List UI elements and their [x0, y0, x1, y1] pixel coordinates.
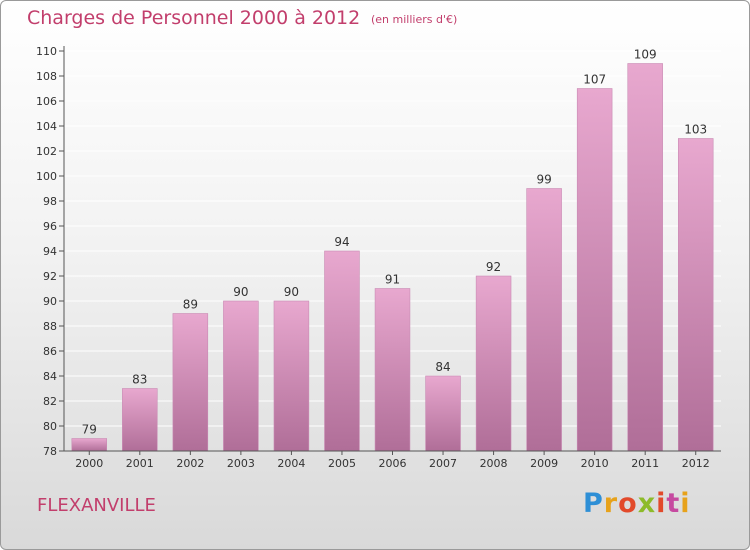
- x-tick-label-2010: 2010: [581, 457, 609, 470]
- x-tick-label-2003: 2003: [227, 457, 255, 470]
- value-label-2004: 90: [284, 285, 299, 299]
- bar-2002: [172, 313, 209, 452]
- value-label-2012: 103: [684, 123, 707, 137]
- value-label-2002: 89: [183, 298, 198, 312]
- value-label-2003: 90: [233, 285, 248, 299]
- value-labels: 79 83 89 90 90 94 91 84 92 99 107 109 103: [82, 48, 708, 437]
- y-tick-label: 108: [36, 70, 57, 83]
- value-label-2006: 91: [385, 273, 400, 287]
- chart-subtitle: (en milliers d'€): [371, 13, 458, 26]
- y-tick-label: 106: [36, 95, 57, 108]
- y-tick-label: 94: [43, 245, 57, 258]
- x-tick-label-2002: 2002: [176, 457, 204, 470]
- y-tick-label: 88: [43, 320, 57, 333]
- x-tick-label-2001: 2001: [126, 457, 154, 470]
- bar-2008: [475, 275, 512, 452]
- bar-2001: [122, 388, 158, 452]
- bar-2004: [273, 300, 310, 452]
- bar-2000: [71, 438, 108, 452]
- y-tick-label: 92: [43, 270, 57, 283]
- y-tick-label: 96: [43, 220, 57, 233]
- x-tick-label-2004: 2004: [277, 457, 305, 470]
- proxiti-logo: Proxiti: [583, 488, 691, 519]
- value-label-2008: 92: [486, 260, 501, 274]
- bar-2006: [374, 288, 411, 452]
- value-label-2005: 94: [334, 235, 349, 249]
- x-tick-label-2005: 2005: [328, 457, 356, 470]
- y-tick-label: 100: [36, 170, 57, 183]
- bar-2005: [324, 250, 360, 452]
- y-tick-label: 86: [43, 345, 57, 358]
- y-tick-labels: 78 80 82 84 86 88 90 92 94 96 98 100 102 104 106 108 110: [36, 45, 64, 458]
- value-label-2001: 83: [132, 373, 147, 387]
- y-tick-label: 90: [43, 295, 57, 308]
- value-label-2007: 84: [435, 360, 450, 374]
- x-tick-label-2006: 2006: [379, 457, 407, 470]
- bar-2012: [677, 138, 714, 452]
- y-tick-label: 80: [43, 420, 57, 433]
- x-tick-label-2009: 2009: [530, 457, 558, 470]
- y-tick-label: 78: [43, 445, 57, 458]
- city-name: FLEXANVILLE: [37, 495, 156, 516]
- y-tick-label: 104: [36, 120, 57, 133]
- value-label-2011: 109: [634, 48, 657, 62]
- chart-title: Charges de Personnel 2000 à 2012: [27, 7, 361, 29]
- bar-2007: [425, 375, 461, 452]
- x-tick-label-2007: 2007: [429, 457, 457, 470]
- x-tick-label-2000: 2000: [75, 457, 103, 470]
- y-tick-label: 102: [36, 145, 57, 158]
- value-label-2000: 79: [82, 423, 97, 437]
- value-label-2010: 107: [583, 73, 606, 87]
- y-tick-label: 82: [43, 395, 57, 408]
- bar-2011: [627, 63, 663, 452]
- x-tick-label-2008: 2008: [480, 457, 508, 470]
- y-tick-label: 84: [43, 370, 57, 383]
- bar-2009: [526, 188, 562, 452]
- bar-2003: [223, 300, 259, 452]
- bars: [71, 63, 714, 452]
- bar-2010: [576, 88, 613, 452]
- y-tick-label: 110: [36, 45, 57, 58]
- value-label-2009: 99: [536, 173, 551, 187]
- x-tick-labels: 2000 2001 2002 2003 2004 2005 2006 2007 2008 2009…: [75, 451, 710, 470]
- x-tick-label-2011: 2011: [631, 457, 659, 470]
- x-tick-label-2012: 2012: [682, 457, 710, 470]
- y-tick-label: 98: [43, 195, 57, 208]
